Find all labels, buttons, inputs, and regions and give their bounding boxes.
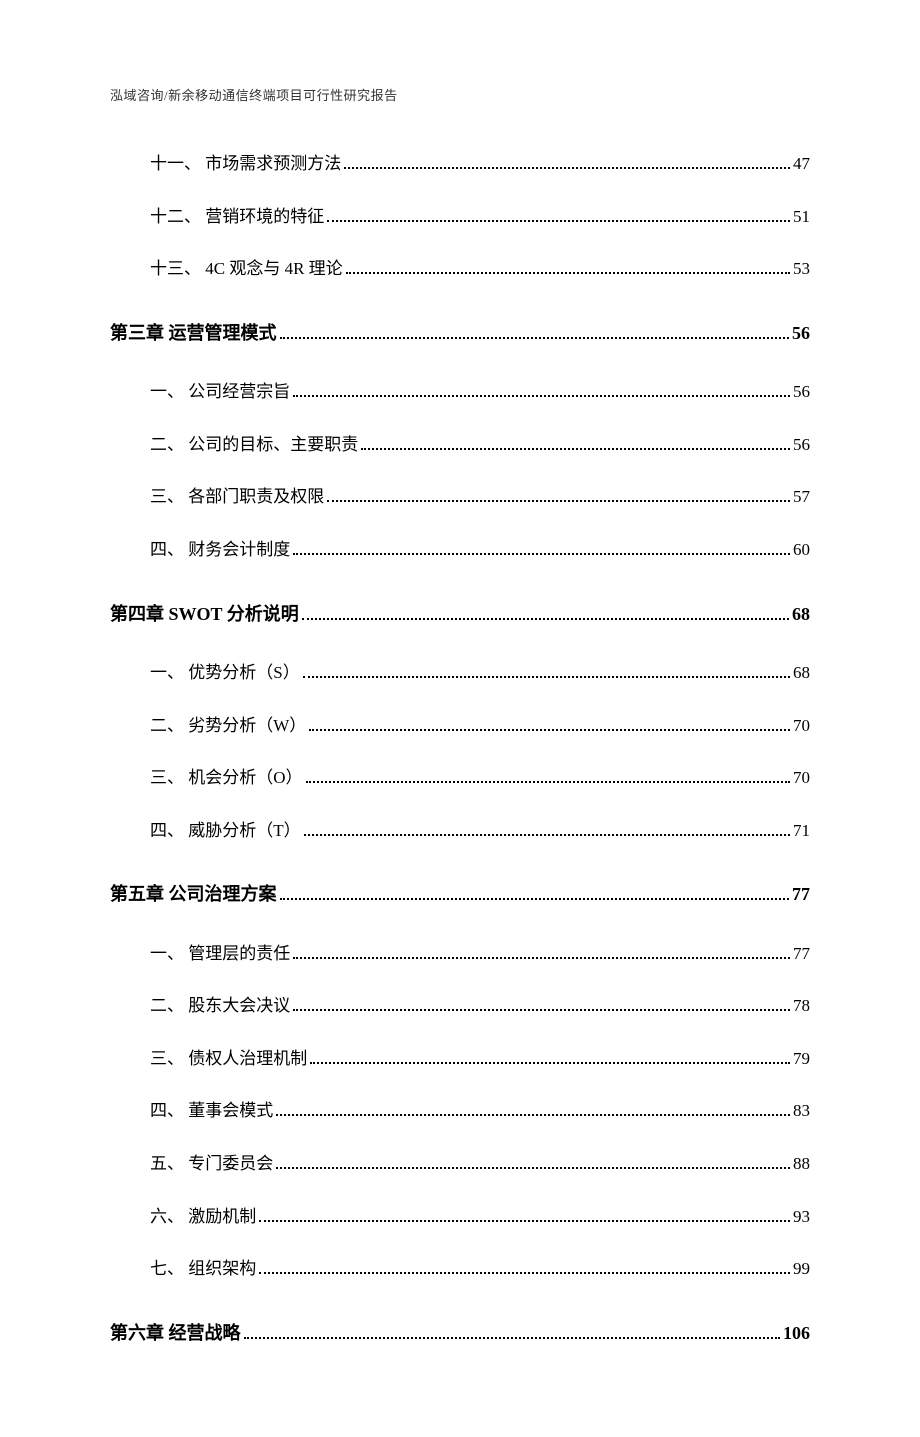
- toc-sub-entry: 三、 债权人治理机制 79: [110, 1044, 810, 1075]
- toc-entry-page: 83: [793, 1101, 810, 1121]
- toc-dot-leader: [280, 898, 790, 900]
- toc-dot-leader: [259, 1272, 790, 1274]
- toc-sub-entry: 一、 公司经营宗旨 56: [110, 377, 810, 408]
- toc-entry-page: 78: [793, 996, 810, 1016]
- toc-entry-page: 57: [793, 487, 810, 507]
- toc-dot-leader: [302, 618, 789, 620]
- toc-entry-page: 70: [793, 716, 810, 736]
- toc-sub-entry: 四、 董事会模式 83: [110, 1096, 810, 1127]
- toc-dot-leader: [304, 834, 790, 836]
- toc-dot-leader: [259, 1220, 790, 1222]
- toc-dot-leader: [309, 729, 790, 731]
- toc-dot-leader: [344, 167, 790, 169]
- toc-entry-label: 四、 威胁分析（T）: [150, 816, 301, 847]
- toc-entry-label: 二、 劣势分析（W）: [150, 711, 306, 742]
- toc-dot-leader: [293, 553, 790, 555]
- toc-dot-leader: [293, 957, 790, 959]
- toc-entry-page: 56: [793, 435, 810, 455]
- toc-dot-leader: [346, 272, 790, 274]
- toc-entry-page: 56: [792, 323, 810, 344]
- toc-sub-entry: 一、 优势分析（S） 68: [110, 658, 810, 689]
- toc-entry-page: 60: [793, 540, 810, 560]
- toc-dot-leader: [306, 781, 790, 783]
- toc-entry-page: 47: [793, 154, 810, 174]
- toc-sub-entry: 二、 股东大会决议 78: [110, 991, 810, 1022]
- toc-sub-entry: 三、 各部门职责及权限 57: [110, 482, 810, 513]
- toc-chapter-entry: 第四章 SWOT 分析说明 68: [110, 598, 810, 630]
- toc-dot-leader: [361, 448, 790, 450]
- toc-dot-leader: [293, 1009, 790, 1011]
- toc-chapter-entry: 第六章 经营战略 106: [110, 1317, 810, 1349]
- toc-sub-entry: 十二、 营销环境的特征 51: [110, 202, 810, 233]
- toc-sub-entry: 四、 财务会计制度 60: [110, 535, 810, 566]
- toc-chapter-entry: 第五章 公司治理方案 77: [110, 878, 810, 910]
- toc-entry-page: 77: [792, 884, 810, 905]
- toc-entry-page: 56: [793, 382, 810, 402]
- toc-entry-label: 十二、 营销环境的特征: [150, 202, 324, 233]
- toc-dot-leader: [310, 1062, 790, 1064]
- page-header: 泓域咨询/新余移动通信终端项目可行性研究报告: [110, 85, 810, 104]
- toc-entry-page: 70: [793, 768, 810, 788]
- document-page: 泓域咨询/新余移动通信终端项目可行性研究报告 十一、 市场需求预测方法 47 十二、…: [0, 0, 920, 1437]
- toc-entry-page: 88: [793, 1154, 810, 1174]
- toc-entry-page: 71: [793, 821, 810, 841]
- toc-chapter-entry: 第三章 运营管理模式 56: [110, 317, 810, 349]
- toc-entry-label: 十三、 4C 观念与 4R 理论: [150, 254, 343, 285]
- toc-entry-page: 51: [793, 207, 810, 227]
- toc-entry-label: 六、 激励机制: [150, 1202, 256, 1233]
- toc-entry-page: 68: [793, 663, 810, 683]
- toc-entry-label: 一、 优势分析（S）: [150, 658, 300, 689]
- toc-dot-leader: [276, 1114, 790, 1116]
- toc-entry-label: 第六章 经营战略: [110, 1317, 241, 1349]
- toc-entry-label: 第四章 SWOT 分析说明: [110, 598, 299, 630]
- toc-entry-label: 五、 专门委员会: [150, 1149, 273, 1180]
- toc-entry-page: 53: [793, 259, 810, 279]
- toc-sub-entry: 七、 组织架构 99: [110, 1254, 810, 1285]
- toc-entry-page: 93: [793, 1207, 810, 1227]
- toc-sub-entry: 二、 劣势分析（W） 70: [110, 711, 810, 742]
- toc-sub-entry: 十一、 市场需求预测方法 47: [110, 149, 810, 180]
- toc-sub-entry: 十三、 4C 观念与 4R 理论 53: [110, 254, 810, 285]
- toc-dot-leader: [280, 337, 790, 339]
- toc-entry-label: 一、 公司经营宗旨: [150, 377, 290, 408]
- toc-entry-label: 第三章 运营管理模式: [110, 317, 277, 349]
- toc-sub-entry: 六、 激励机制 93: [110, 1202, 810, 1233]
- toc-entry-page: 106: [783, 1323, 810, 1344]
- toc-sub-entry: 五、 专门委员会 88: [110, 1149, 810, 1180]
- toc-entry-label: 七、 组织架构: [150, 1254, 256, 1285]
- toc-dot-leader: [244, 1337, 781, 1339]
- toc-entry-label: 三、 机会分析（O）: [150, 763, 303, 794]
- toc-entry-label: 三、 债权人治理机制: [150, 1044, 307, 1075]
- toc-entry-label: 三、 各部门职责及权限: [150, 482, 324, 513]
- toc-entry-page: 79: [793, 1049, 810, 1069]
- toc-entry-label: 四、 财务会计制度: [150, 535, 290, 566]
- toc-dot-leader: [327, 220, 790, 222]
- toc-entry-page: 77: [793, 944, 810, 964]
- table-of-contents: 十一、 市场需求预测方法 47 十二、 营销环境的特征 51 十三、 4C 观念与 4R…: [110, 149, 810, 1349]
- toc-entry-label: 二、 公司的目标、主要职责: [150, 430, 358, 461]
- toc-sub-entry: 四、 威胁分析（T） 71: [110, 816, 810, 847]
- toc-dot-leader: [303, 676, 790, 678]
- toc-entry-page: 99: [793, 1259, 810, 1279]
- toc-dot-leader: [293, 395, 790, 397]
- toc-entry-label: 第五章 公司治理方案: [110, 878, 277, 910]
- toc-sub-entry: 一、 管理层的责任 77: [110, 939, 810, 970]
- toc-entry-label: 二、 股东大会决议: [150, 991, 290, 1022]
- toc-dot-leader: [276, 1167, 790, 1169]
- toc-entry-page: 68: [792, 604, 810, 625]
- toc-entry-label: 十一、 市场需求预测方法: [150, 149, 341, 180]
- toc-entry-label: 一、 管理层的责任: [150, 939, 290, 970]
- toc-dot-leader: [327, 500, 790, 502]
- toc-sub-entry: 二、 公司的目标、主要职责 56: [110, 430, 810, 461]
- toc-entry-label: 四、 董事会模式: [150, 1096, 273, 1127]
- toc-sub-entry: 三、 机会分析（O） 70: [110, 763, 810, 794]
